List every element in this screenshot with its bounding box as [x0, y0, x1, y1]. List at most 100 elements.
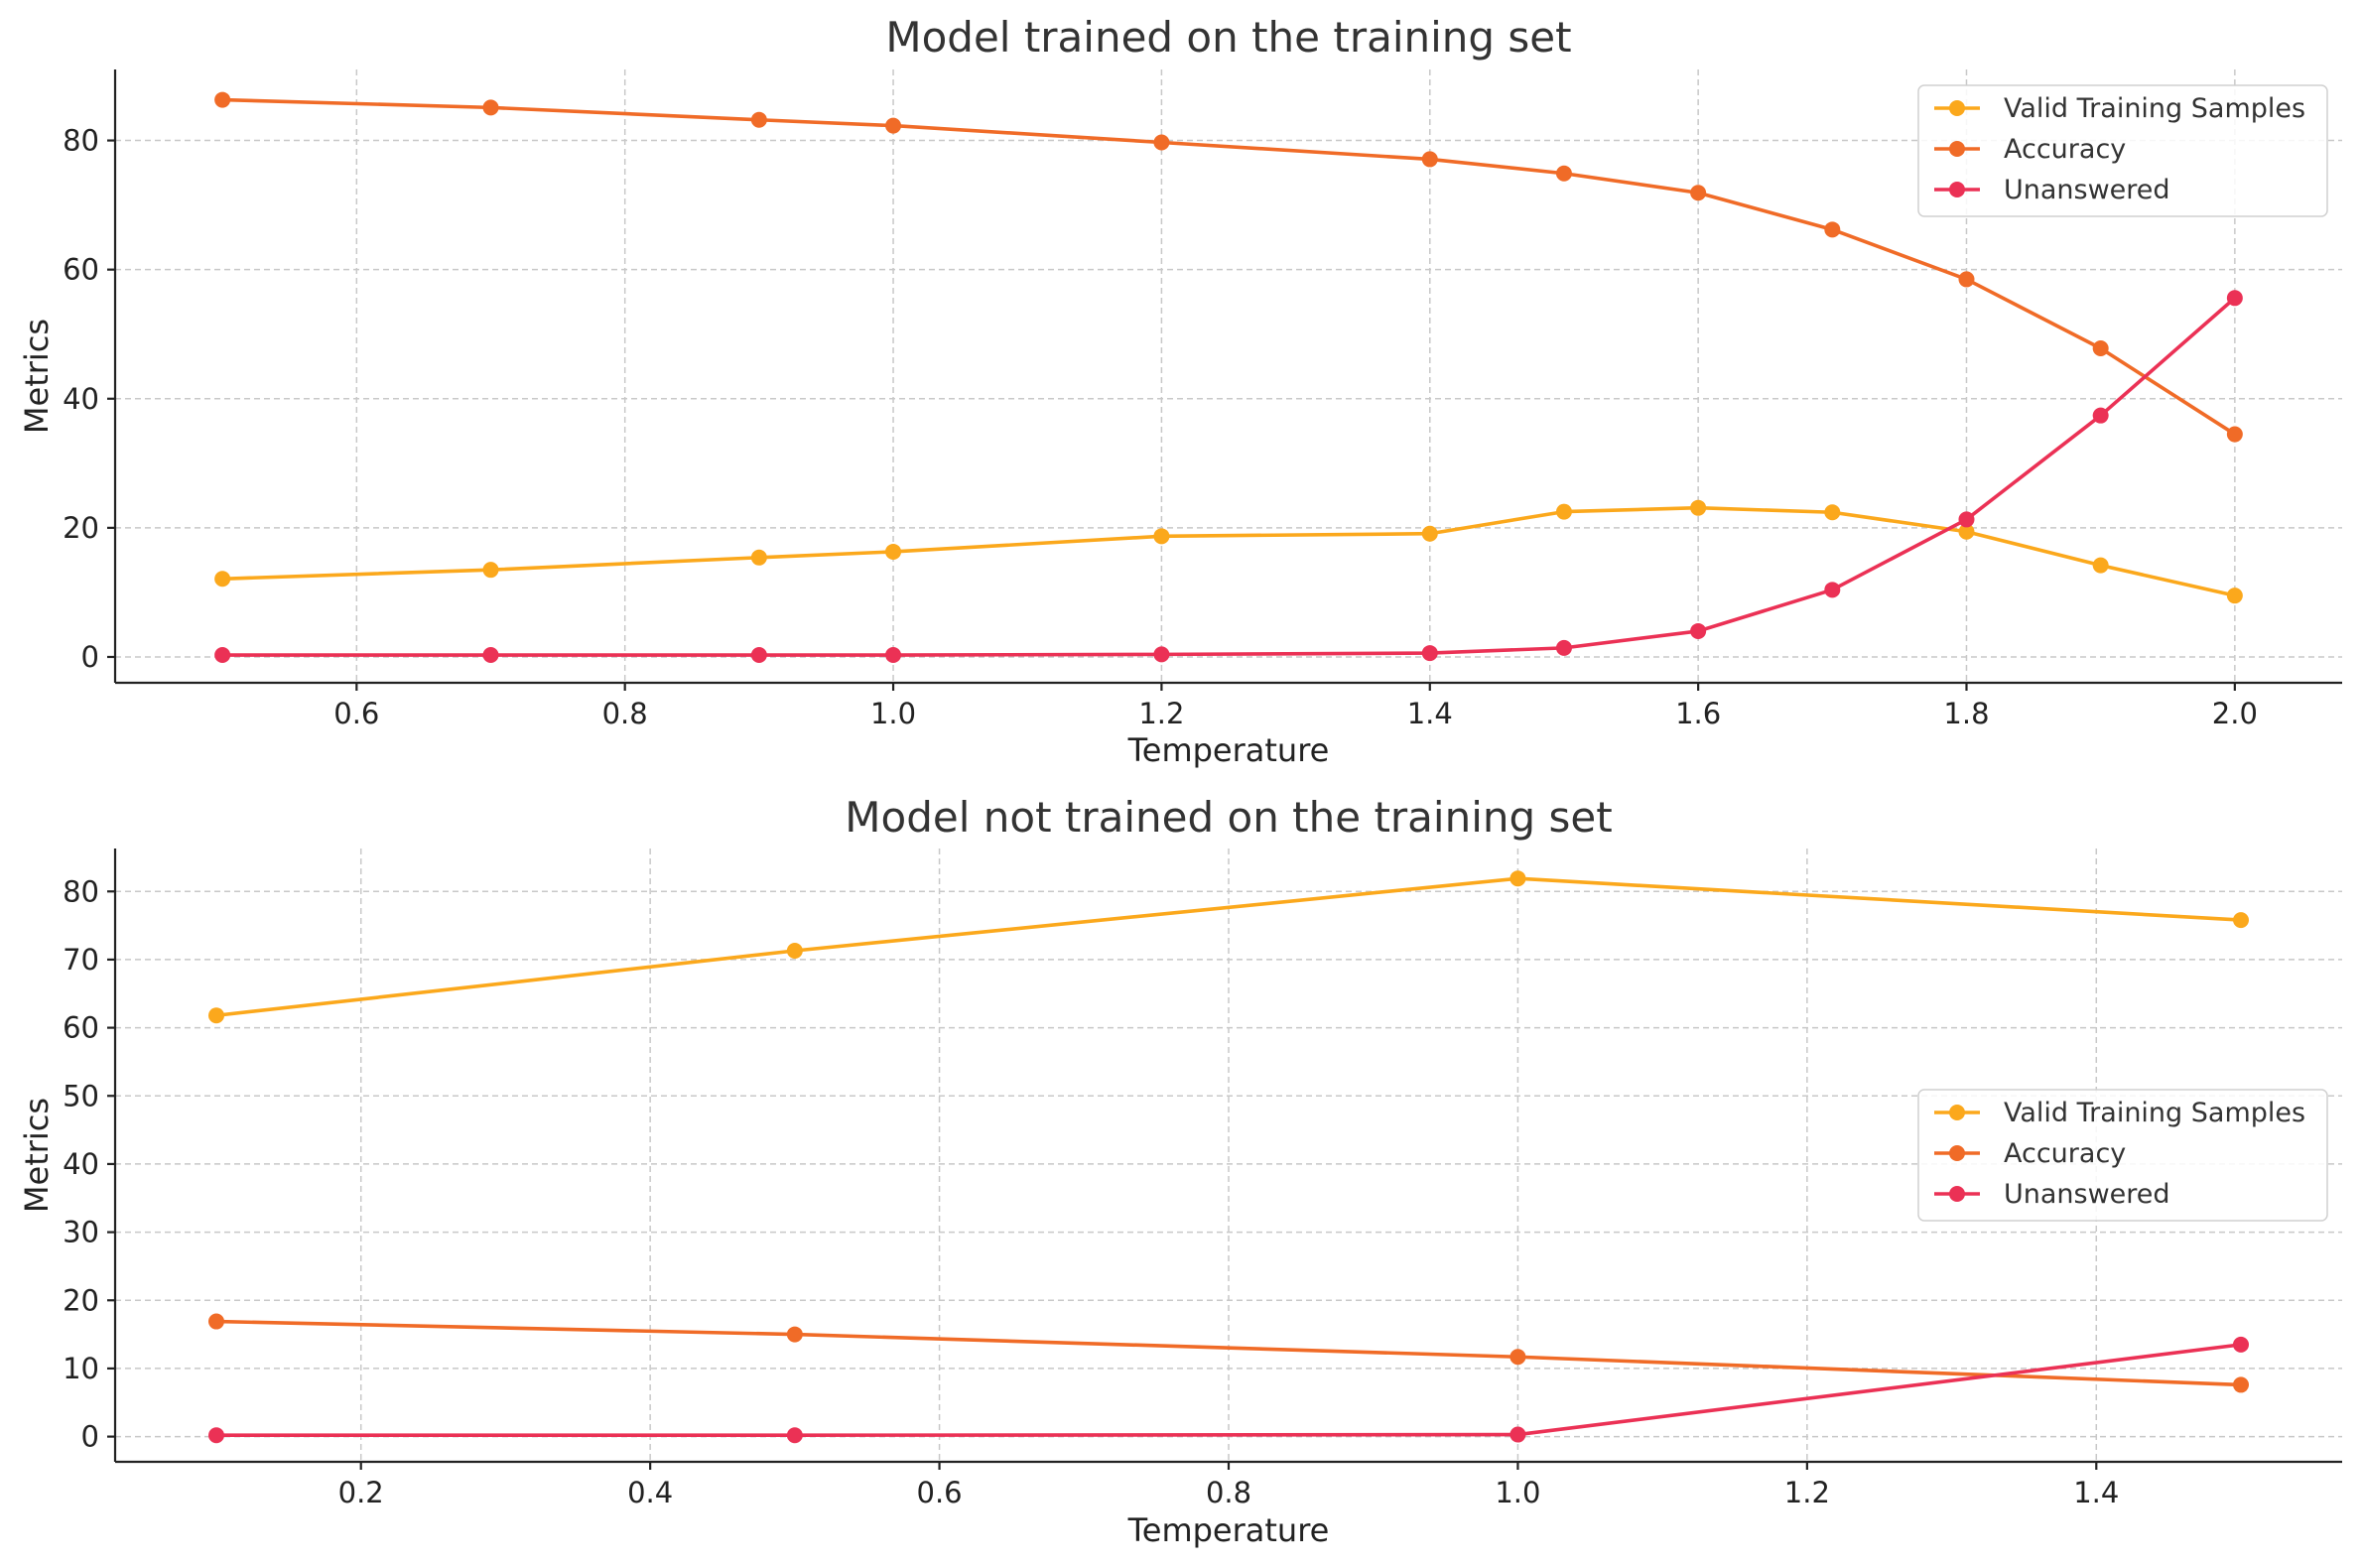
y-tick-label: 30 [63, 1216, 99, 1249]
data-point [786, 943, 803, 959]
data-point [482, 99, 499, 116]
y-tick-label: 80 [63, 124, 99, 158]
series-valid [214, 499, 2243, 604]
data-point [1958, 511, 1975, 528]
series-line-accuracy [220, 97, 2237, 437]
series-line-valid [220, 505, 2237, 597]
data-point [2092, 407, 2109, 424]
chart-bottom: 0.2 0.4 0.6 0.8 1.0 1.2 1.4 0 10 20 30 40 50 60 70 80 Mo… [18, 793, 2342, 1549]
data-point [1690, 622, 1707, 639]
chart-top: 0.6 0.8 1.0 1.2 1.4 1.6 1.8 2.0 0 20 40 60 80 Model t… [18, 13, 2342, 769]
data-point [1153, 134, 1170, 151]
series-accuracy [208, 1313, 2249, 1393]
x-tick-label: 2.0 [2212, 697, 2258, 730]
grid [115, 849, 2342, 1462]
data-point [2233, 912, 2249, 929]
data-point [2226, 588, 2243, 604]
series-line-unanswered [214, 1343, 2243, 1438]
y-tick-label: 60 [63, 1011, 99, 1045]
chart-title: Model trained on the training set [885, 13, 1571, 62]
series-line-valid [214, 876, 2243, 1018]
data-point [2092, 340, 2109, 357]
data-point [214, 91, 231, 108]
legend-frame [1917, 1089, 2328, 1222]
series-unanswered [208, 1336, 2249, 1444]
data-point [482, 647, 499, 664]
legend-marker [1949, 182, 1965, 197]
data-point [1509, 1349, 1526, 1366]
x-tick-label: 0.6 [333, 697, 379, 730]
chart-title: Model not trained on the training set [845, 793, 1612, 842]
data-point [1153, 646, 1170, 663]
y-tick-label: 20 [63, 1283, 99, 1317]
data-point [208, 1313, 224, 1330]
data-point [2233, 1376, 2249, 1393]
y-axis-label: Metrics [18, 1098, 56, 1213]
data-point [1824, 221, 1841, 238]
legend-label: Valid Training Samples [2004, 93, 2305, 124]
y-tick-label: 10 [63, 1352, 99, 1385]
x-tick-label: 1.4 [1407, 697, 1453, 730]
legend: Valid Training Samples Accuracy Unanswered [1917, 1089, 2328, 1222]
y-tick-label: 80 [63, 874, 99, 908]
data-point [885, 543, 902, 560]
data-point [786, 1427, 803, 1444]
series-line-unanswered [220, 296, 2237, 657]
x-axis-label: Temperature [1127, 1511, 1330, 1549]
legend-label: Unanswered [2004, 1179, 2170, 1210]
data-point [750, 647, 767, 664]
data-point [1555, 503, 1572, 520]
data-point [1421, 525, 1438, 542]
y-tick-label: 60 [63, 253, 99, 287]
x-tick-label: 0.6 [917, 1476, 963, 1509]
legend-marker [1949, 1145, 1965, 1161]
data-point [1824, 504, 1841, 521]
data-point [2092, 557, 2109, 574]
data-point [750, 549, 767, 566]
data-point [214, 571, 231, 588]
data-point [1958, 523, 1975, 540]
data-point [1958, 271, 1975, 288]
legend-label: Valid Training Samples [2004, 1098, 2305, 1128]
y-tick-label: 70 [63, 943, 99, 977]
y-tick-label: 50 [63, 1079, 99, 1112]
y-tick-label: 0 [81, 1420, 99, 1454]
data-point [2226, 290, 2243, 307]
data-point [1153, 528, 1170, 545]
data-point [1509, 870, 1526, 887]
legend-label: Unanswered [2004, 175, 2170, 205]
x-tick-label: 1.8 [1943, 697, 1989, 730]
data-point [1421, 151, 1438, 168]
legend-marker [1949, 100, 1965, 116]
data-point [1824, 582, 1841, 598]
x-tick-label: 0.2 [338, 1476, 384, 1509]
data-point [2233, 1336, 2249, 1353]
data-point [1555, 165, 1572, 182]
data-point [750, 111, 767, 128]
data-point [885, 117, 902, 134]
y-tick-label: 40 [63, 1147, 99, 1181]
data-point [208, 1007, 224, 1024]
data-point [214, 647, 231, 664]
series-valid [208, 870, 2249, 1024]
legend: Valid Training Samples Accuracy Unanswered [1917, 84, 2328, 217]
legend-marker [1949, 1186, 1965, 1202]
y-tick-label: 40 [63, 382, 99, 416]
x-axis-label: Temperature [1127, 731, 1330, 769]
legend-marker [1949, 1105, 1965, 1120]
legend-marker [1949, 141, 1965, 157]
y-tick-label: 20 [63, 511, 99, 545]
x-tick-label: 1.2 [1784, 1476, 1830, 1509]
data-point [482, 562, 499, 579]
legend-frame [1917, 84, 2328, 217]
x-tick-label: 0.8 [602, 697, 648, 730]
x-tick-label: 1.0 [1495, 1476, 1540, 1509]
x-tick-label: 1.4 [2073, 1476, 2119, 1509]
series-line-accuracy [214, 1319, 2243, 1387]
x-tick-label: 1.6 [1675, 697, 1721, 730]
data-point [885, 647, 902, 664]
data-point [1690, 499, 1707, 516]
data-point [208, 1427, 224, 1444]
x-tick-label: 0.8 [1206, 1476, 1251, 1509]
